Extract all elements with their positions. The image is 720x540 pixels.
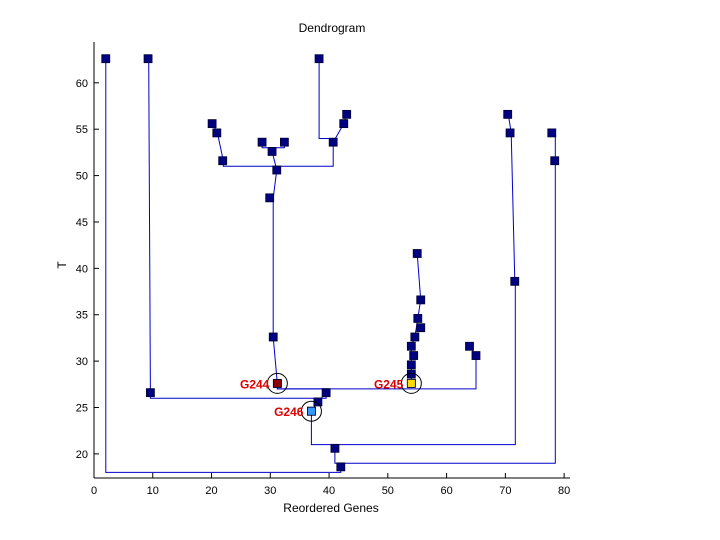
y-tick-label: 45: [76, 217, 88, 229]
node-marker: [416, 295, 426, 305]
highlight-marker: [406, 378, 416, 388]
dendrogram-link: [148, 58, 151, 393]
y-axis-title: T: [55, 261, 69, 269]
highlight-label: G244: [240, 377, 270, 391]
node-marker: [547, 128, 557, 138]
node-marker: [279, 137, 289, 147]
highlight-label: G245: [374, 377, 404, 391]
highlight-ring: [300, 400, 322, 422]
node-marker: [406, 360, 416, 370]
x-tick-label: 30: [264, 485, 276, 497]
node-marker: [207, 119, 217, 129]
dendrogram-link: [340, 160, 556, 467]
node-marker: [265, 193, 275, 203]
dendrogram-link: [318, 58, 334, 143]
highlighted-genes: G244 G246 G245: [240, 372, 422, 422]
y-tick-label: 20: [76, 449, 88, 461]
axes: 0 10 20 30 40 50 60 70 80 20 25 30 35 40 45 50 55 60: [76, 42, 570, 497]
dendrogram-link: [276, 383, 327, 393]
node-markers: [101, 54, 560, 472]
y-tick-label: 40: [76, 263, 88, 275]
x-tick-label: 80: [558, 485, 570, 497]
dendrogram-link: [507, 114, 516, 282]
node-marker: [416, 323, 426, 333]
dendrogram-link: [272, 197, 278, 384]
node-marker: [465, 341, 474, 351]
node-marker: [339, 119, 349, 129]
x-tick-label: 0: [91, 485, 97, 497]
node-marker: [314, 54, 324, 64]
x-tick-label: 10: [147, 485, 159, 497]
y-tick-label: 25: [76, 402, 88, 414]
x-axis-title: Reordered Genes: [283, 501, 378, 515]
y-tick-label: 50: [76, 171, 88, 183]
highlight-marker: [307, 406, 316, 416]
y-tick-label: 30: [76, 356, 88, 368]
x-tick-label: 20: [205, 485, 217, 497]
chart-title: Dendrogram: [299, 21, 366, 35]
node-marker: [212, 128, 222, 138]
node-marker: [143, 54, 153, 64]
highlight-marker: [272, 378, 282, 388]
node-marker: [409, 351, 419, 360]
highlight-ring: [400, 372, 422, 394]
node-marker: [272, 165, 282, 175]
node-marker: [550, 156, 560, 166]
node-marker: [257, 137, 267, 147]
dendrogram-link: [149, 392, 327, 399]
x-tick-label: 50: [382, 485, 394, 497]
dendrogram-link: [276, 142, 334, 167]
node-marker: [336, 462, 346, 472]
node-marker: [267, 147, 277, 156]
node-marker: [146, 388, 155, 398]
dendrogram-link: [334, 281, 516, 446]
node-marker: [101, 54, 111, 64]
node-marker: [218, 156, 228, 166]
link-lines: [105, 58, 556, 473]
x-tick-label: 40: [323, 485, 335, 497]
x-tick-label: 70: [499, 485, 511, 497]
dendrogram-link: [222, 160, 278, 198]
node-marker: [510, 276, 520, 286]
dendrogram-link: [310, 411, 336, 449]
y-tick-label: 35: [76, 310, 88, 322]
node-marker: [406, 341, 416, 351]
node-marker: [503, 109, 513, 119]
x-tick-label: 60: [440, 485, 452, 497]
node-marker: [328, 137, 338, 147]
node-marker: [268, 332, 278, 342]
node-marker: [410, 332, 420, 342]
node-marker: [471, 351, 481, 360]
node-marker: [330, 443, 340, 453]
node-marker: [505, 128, 515, 138]
y-tick-label: 55: [76, 124, 88, 136]
y-tick-label: 60: [76, 78, 88, 90]
highlight-ring: [266, 372, 288, 394]
highlight-label: G246: [274, 405, 304, 419]
node-marker: [321, 388, 331, 398]
node-marker: [342, 109, 352, 119]
node-marker: [412, 249, 422, 258]
dendrogram-link: [105, 58, 342, 473]
node-marker: [413, 314, 423, 323]
